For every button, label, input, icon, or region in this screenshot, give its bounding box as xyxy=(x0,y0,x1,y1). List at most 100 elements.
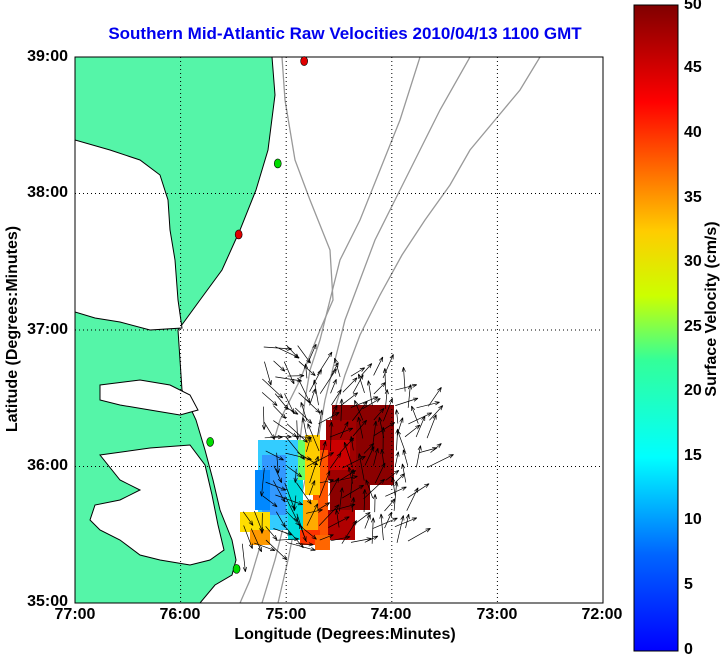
velocity-arrow xyxy=(394,409,399,424)
velocity-arrow xyxy=(407,483,430,499)
x-tick-label: 74:00 xyxy=(370,606,412,623)
radar-station-marker xyxy=(300,56,308,66)
colorbar-tick: 50 xyxy=(684,0,702,13)
velocity-arrow xyxy=(341,520,357,544)
velocity-arrow xyxy=(319,368,337,394)
velocity-arrow xyxy=(342,377,358,393)
velocity-arrow xyxy=(416,401,440,409)
velocity-arrow xyxy=(261,406,267,430)
velocity-arrow xyxy=(401,366,406,392)
velocity-arrow xyxy=(384,511,393,529)
velocity-arrow xyxy=(411,405,419,424)
velocity-arrow xyxy=(273,434,292,439)
colorbar-tick: 15 xyxy=(684,447,702,464)
velocity-arrow xyxy=(340,421,349,439)
y-tick-label: 37:00 xyxy=(27,321,68,338)
velocity-arrow xyxy=(317,502,331,511)
velocity-arrow xyxy=(373,356,384,376)
velocity-arrow xyxy=(373,382,386,395)
velocity-arrow xyxy=(301,417,307,437)
velocity-arrow xyxy=(329,421,334,452)
velocity-arrow xyxy=(404,424,421,438)
velocity-arrow xyxy=(384,389,389,409)
y-axis-label: Latitude (Degrees:Minutes) xyxy=(4,225,21,433)
velocity-arrow xyxy=(275,494,304,506)
velocity-arrow xyxy=(384,498,396,512)
colorbar-tick: 5 xyxy=(684,576,693,593)
velocity-arrow xyxy=(262,378,284,399)
velocity-arrow xyxy=(309,369,322,392)
velocity-arrow xyxy=(306,503,319,526)
velocity-arrow xyxy=(340,392,359,407)
velocity-arrow xyxy=(416,445,422,468)
colorbar-label: Surface Velocity (cm/s) xyxy=(703,221,720,397)
velocity-arrow xyxy=(243,525,253,549)
velocity-arrow xyxy=(350,367,366,377)
velocity-arrow xyxy=(357,453,365,481)
velocity-arrow xyxy=(364,446,375,466)
velocity-arrow xyxy=(299,523,307,543)
velocity-arrow xyxy=(319,441,327,466)
colorbar-tick: 0 xyxy=(684,641,693,658)
velocity-arrow xyxy=(273,360,286,372)
velocity-arrow xyxy=(265,450,284,461)
velocity-arrow xyxy=(362,398,381,410)
velocity-arrow xyxy=(382,368,388,391)
plot-frame xyxy=(74,56,604,604)
radar-station-marker xyxy=(273,158,282,169)
colorbar-tick: 20 xyxy=(684,382,702,399)
velocity-arrow xyxy=(352,419,368,437)
x-tick-label: 76:00 xyxy=(159,606,201,623)
velocity-arrow xyxy=(350,469,355,498)
velocity-arrow xyxy=(275,452,280,474)
velocity-arrow xyxy=(406,487,419,511)
velocity-arrow xyxy=(265,526,278,541)
velocity-arrow xyxy=(259,468,265,497)
y-tick-label: 35:00 xyxy=(27,593,68,610)
velocity-arrow xyxy=(383,398,393,422)
y-tick-label: 36:00 xyxy=(27,457,68,474)
x-tick-label: 73:00 xyxy=(476,606,518,623)
velocity-arrow xyxy=(405,513,410,529)
velocity-arrow xyxy=(319,534,334,541)
velocity-arrow xyxy=(296,482,312,505)
velocity-arrow xyxy=(394,451,400,468)
velocity-arrow xyxy=(349,436,354,451)
velocity-arrow xyxy=(335,509,340,528)
colorbar xyxy=(633,4,679,652)
colorbar-tick: 30 xyxy=(684,253,702,270)
velocity-arrow xyxy=(329,427,354,438)
y-tick-label: 38:00 xyxy=(27,184,68,201)
velocity-arrow xyxy=(330,379,337,394)
velocity-arrow xyxy=(364,514,371,529)
velocity-arrow xyxy=(298,392,321,414)
velocity-arrow xyxy=(318,470,331,498)
velocity-arrow xyxy=(286,466,303,478)
velocity-arrow xyxy=(309,456,319,483)
velocity-arrow xyxy=(307,343,317,364)
chesapeake-bay xyxy=(75,139,183,331)
velocity-arrow xyxy=(352,401,368,422)
velocity-arrow xyxy=(329,452,342,469)
velocity-arrow xyxy=(318,412,340,425)
velocity-arrow xyxy=(262,495,278,508)
velocity-arrow xyxy=(303,363,308,379)
velocity-arrow xyxy=(273,405,287,419)
velocity-arrow xyxy=(242,511,254,526)
velocity-arrow xyxy=(394,473,405,484)
velocity-arrow xyxy=(308,480,316,496)
velocity-arrow xyxy=(402,449,409,466)
x-axis-label: Longitude (Degrees:Minutes) xyxy=(234,626,456,643)
velocity-arrow xyxy=(380,448,385,466)
velocity-arrow xyxy=(371,517,376,544)
velocity-arrow xyxy=(395,397,419,406)
velocity-arrow xyxy=(292,495,297,511)
velocity-arrow xyxy=(357,416,364,439)
velocity-arrow xyxy=(407,527,431,542)
velocity-arrow xyxy=(328,516,350,528)
velocity-arrow xyxy=(283,361,295,385)
colorbar-tick: 10 xyxy=(684,511,702,528)
velocity-arrow xyxy=(306,436,312,452)
x-tick-label: 77:00 xyxy=(54,606,96,623)
